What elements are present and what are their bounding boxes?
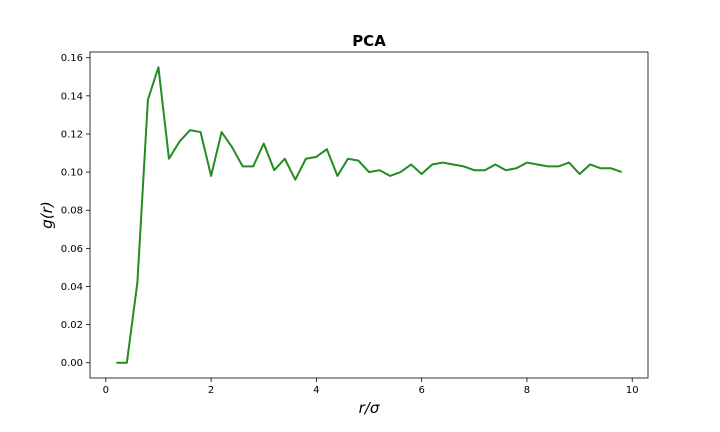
y-tick-label: 0.10 — [61, 168, 83, 179]
y-tick-label: 0.00 — [61, 358, 83, 369]
plot-frame — [89, 51, 649, 379]
x-axis-label: r/σ — [359, 399, 380, 417]
chart-title: PCA — [352, 32, 386, 50]
plot-area: 0 2 4 6 8 10 0.00 0.02 0.04 0.06 0.08 0.10 0.12 0.14 0… — [61, 51, 649, 396]
x-tick-label: 6 — [418, 385, 424, 396]
series-line — [116, 66, 623, 364]
x-tick-label: 8 — [524, 385, 530, 396]
y-tick-label: 0.02 — [61, 320, 83, 331]
y-tick-label: 0.08 — [61, 206, 83, 217]
y-tick-label: 0.12 — [61, 129, 83, 140]
y-tick-label: 0.04 — [61, 282, 83, 293]
y-tick-label: 0.06 — [61, 244, 83, 255]
x-tick-label: 2 — [208, 385, 214, 396]
y-tick-label: 0.16 — [61, 53, 83, 64]
y-axis-label: g(r) — [38, 201, 56, 228]
x-tick-label: 10 — [626, 385, 639, 396]
x-tick-label: 0 — [103, 385, 109, 396]
y-tick-label: 0.14 — [61, 91, 83, 102]
x-tick-label: 4 — [313, 385, 319, 396]
